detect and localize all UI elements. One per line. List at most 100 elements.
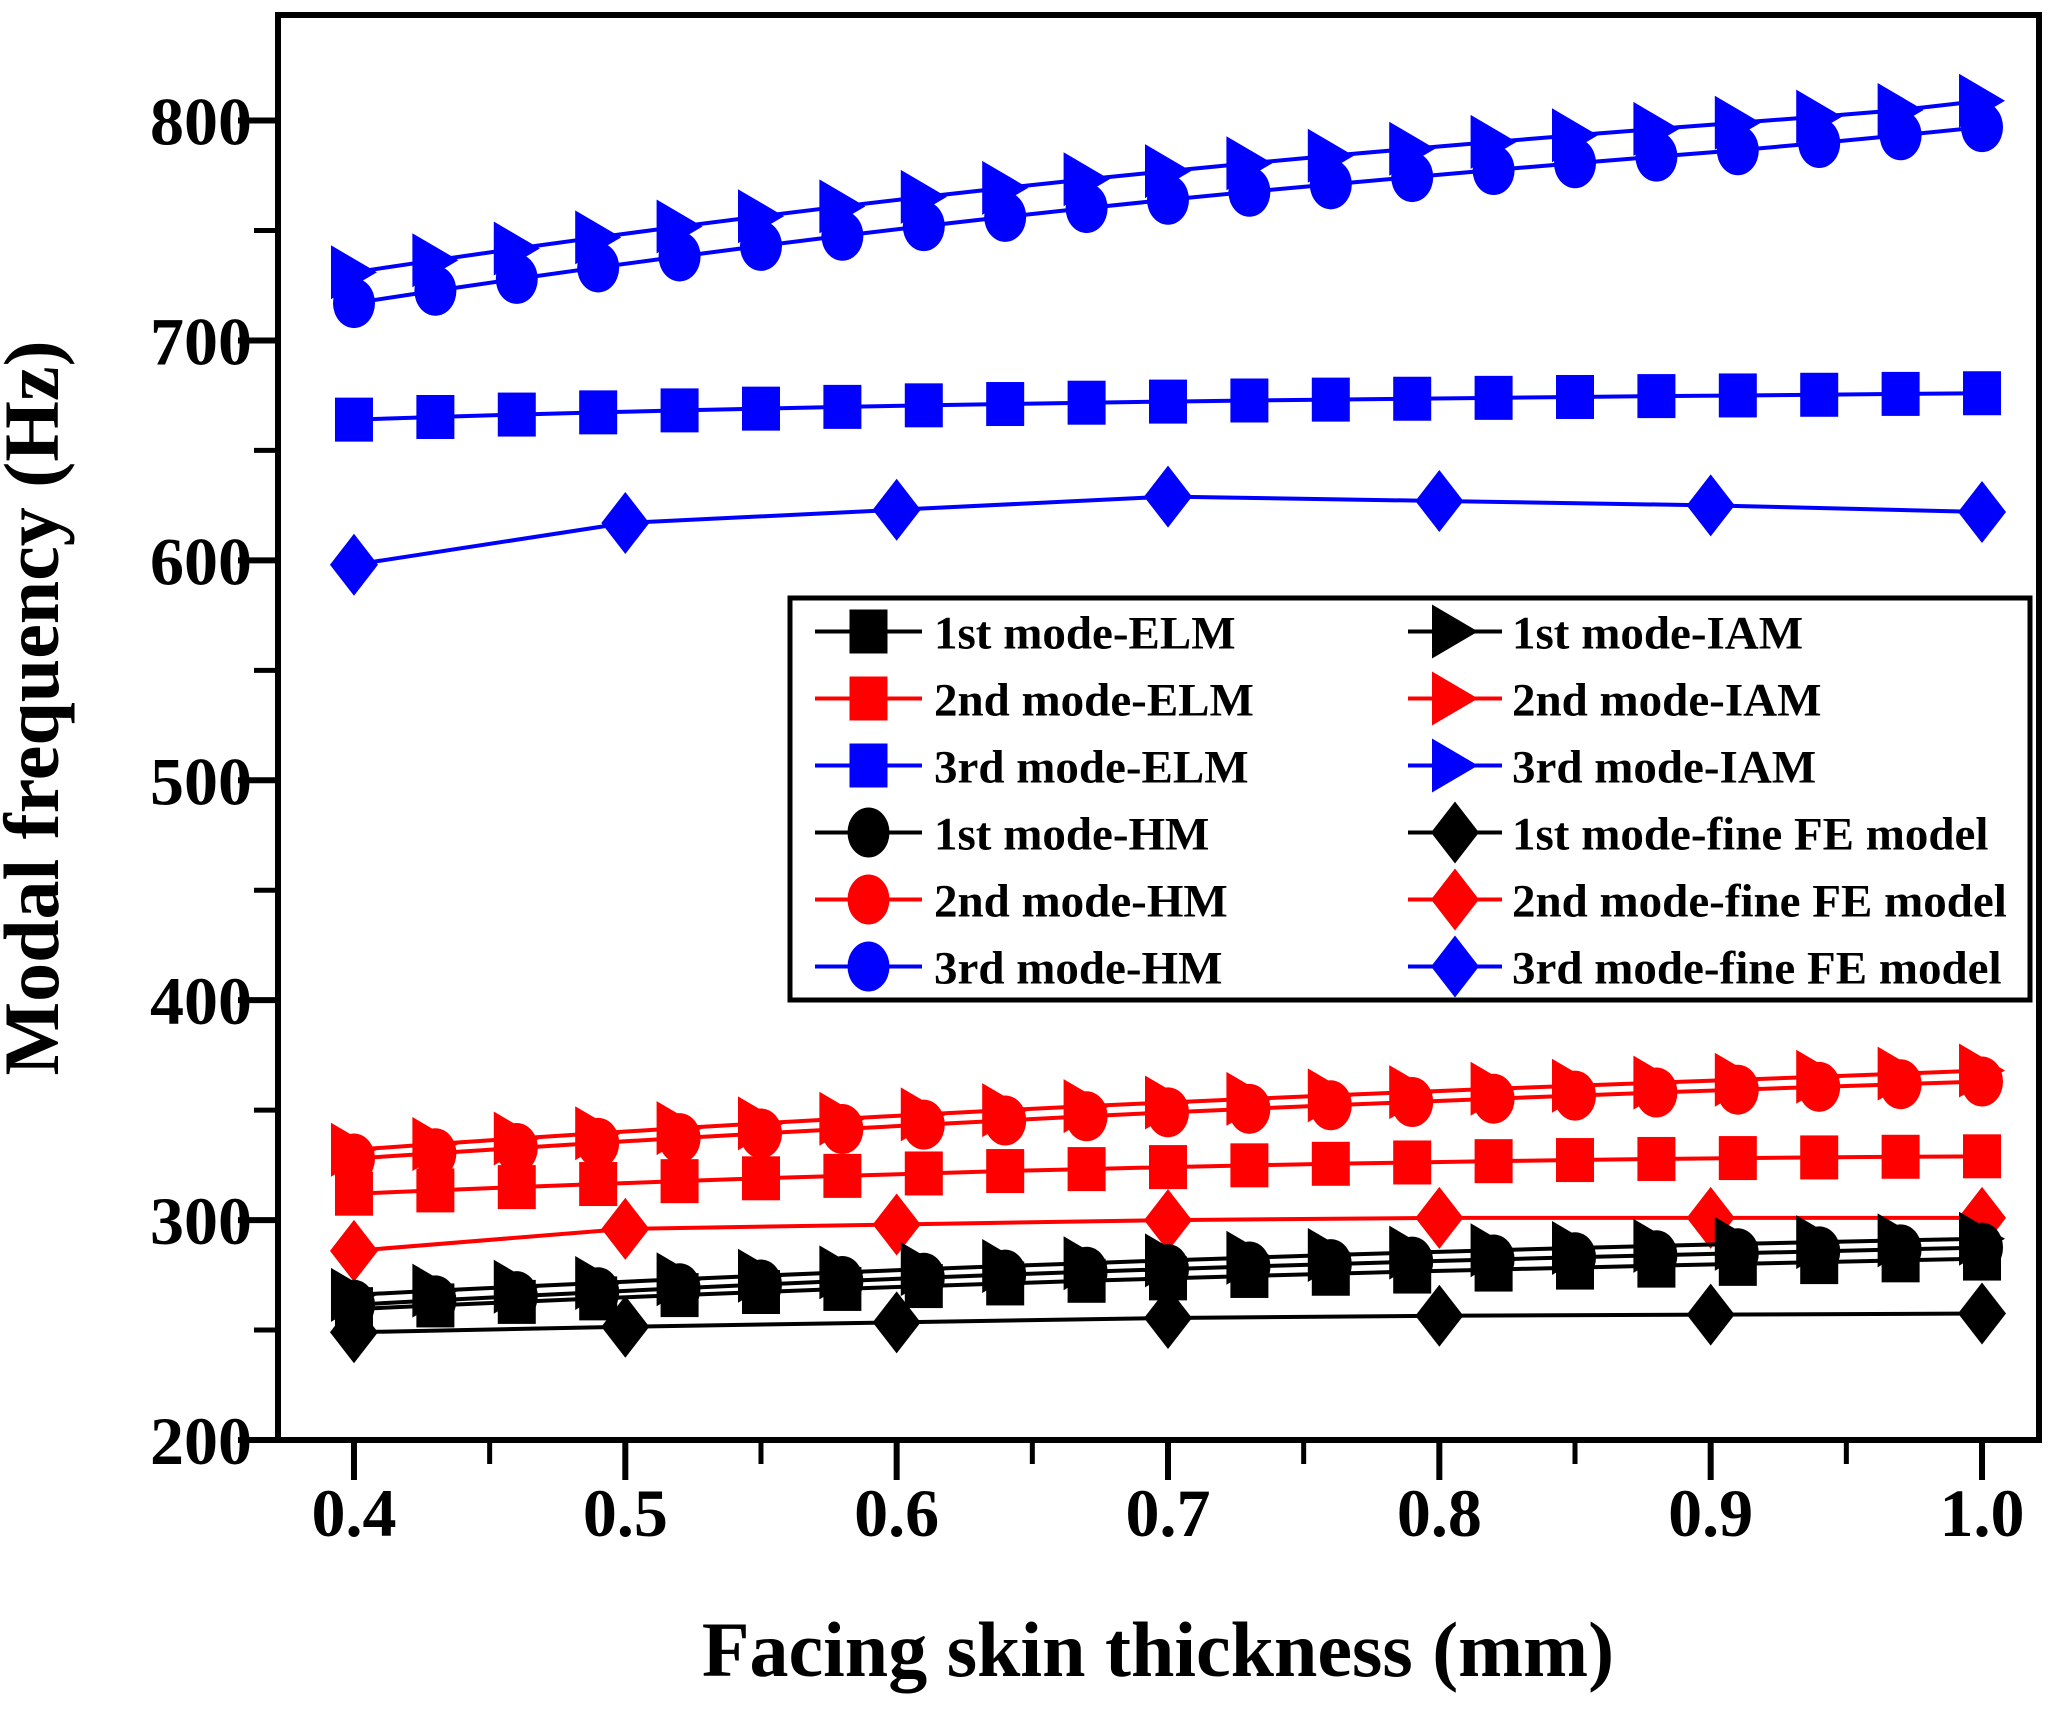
triangle-right-marker-iam1 (1470, 1223, 1517, 1278)
x-tick-label: 0.5 (583, 1475, 668, 1551)
triangle-right-marker-iam2 (656, 1101, 703, 1156)
square-marker-elm2 (579, 1162, 618, 1207)
triangle-right-marker-iam2 (1307, 1068, 1354, 1123)
y-tick-label: 500 (150, 743, 252, 819)
square-marker-elm3 (416, 394, 455, 439)
diamond-marker-fe2 (1415, 1186, 1464, 1249)
triangle-right-marker-iam1 (1877, 1213, 1924, 1268)
triangle-right-marker-iam3 (330, 245, 377, 300)
triangle-right-marker-iam2 (1796, 1049, 1843, 1104)
triangle-right-marker-iam1 (900, 1242, 947, 1297)
legend-item: 2nd mode-IAM (1408, 671, 1821, 727)
square-marker-elm3 (1474, 375, 1513, 420)
square-marker-legend (849, 676, 888, 721)
triangle-right-marker-iam1 (1144, 1233, 1191, 1288)
triangle-right-marker-iam2 (1959, 1043, 2006, 1098)
diamond-marker-fe3 (1415, 469, 1464, 532)
square-marker-legend (849, 743, 888, 788)
y-tick-label: 300 (150, 1183, 252, 1259)
triangle-right-marker-iam3 (1633, 101, 1680, 156)
diamond-marker-legend (1431, 935, 1479, 998)
triangle-right-marker-iam1 (1307, 1228, 1354, 1283)
x-tick-label: 0.6 (854, 1475, 939, 1551)
square-marker-elm3 (986, 382, 1025, 427)
square-marker-elm2 (1148, 1145, 1187, 1190)
square-marker-elm2 (741, 1156, 780, 1201)
y-tick-label: 800 (150, 84, 252, 160)
square-marker-elm2 (660, 1159, 699, 1204)
triangle-right-marker-iam3 (1063, 152, 1110, 207)
series-fe1 (329, 1282, 2007, 1364)
diamond-marker-fe1 (1143, 1286, 1192, 1349)
legend-label: 2nd mode-fine FE model (1512, 876, 2007, 928)
y-tick-label: 700 (150, 303, 252, 379)
square-marker-elm3 (823, 384, 862, 429)
diamond-marker-fe1 (1958, 1282, 2007, 1345)
triangle-right-marker-iam2 (1470, 1061, 1517, 1116)
x-tick-label: 0.9 (1668, 1475, 1753, 1551)
triangle-right-marker-iam3 (1226, 136, 1273, 191)
square-marker-elm3 (497, 392, 536, 437)
diamond-marker-fe2 (1143, 1189, 1192, 1252)
diamond-marker-fe3 (329, 533, 378, 596)
square-marker-elm2 (1474, 1139, 1513, 1184)
triangle-right-marker-iam1 (819, 1245, 866, 1300)
legend-label: 3rd mode-HM (934, 943, 1222, 995)
triangle-right-marker-legend (1432, 738, 1478, 793)
diamond-marker-legend (1431, 868, 1479, 931)
triangle-right-marker-iam1 (1714, 1216, 1761, 1271)
triangle-right-marker-iam2 (1714, 1052, 1761, 1107)
diamond-marker-fe3 (1958, 480, 2007, 543)
triangle-right-marker-iam3 (656, 199, 703, 254)
triangle-right-marker-iam3 (412, 233, 459, 288)
triangle-right-marker-legend (1432, 671, 1478, 726)
triangle-right-marker-legend (1432, 604, 1478, 659)
legend-label: 2nd mode-HM (934, 876, 1228, 928)
triangle-right-marker-iam1 (737, 1248, 784, 1303)
square-marker-elm2 (1067, 1147, 1106, 1192)
legend-item: 3rd mode-HM (815, 941, 1222, 995)
series-elm3 (334, 371, 2002, 442)
triangle-right-marker-iam1 (1389, 1225, 1436, 1280)
triangle-right-marker-iam2 (1063, 1079, 1110, 1134)
circle-marker-legend (847, 941, 890, 992)
triangle-right-marker-iam3 (1796, 89, 1843, 144)
triangle-right-marker-iam3 (493, 221, 540, 276)
triangle-right-marker-iam3 (1470, 114, 1517, 169)
triangle-right-marker-iam2 (1389, 1065, 1436, 1120)
triangle-right-marker-iam2 (1877, 1046, 1924, 1101)
square-marker-elm3 (1067, 380, 1106, 425)
diamond-marker-fe3 (1143, 465, 1192, 528)
legend-item: 1st mode-IAM (1408, 604, 1803, 660)
triangle-right-marker-iam3 (1714, 95, 1761, 150)
x-axis-title: Facing skin thickness (mm) (702, 1606, 1614, 1693)
y-tick-label: 400 (150, 963, 252, 1039)
square-marker-elm3 (660, 388, 699, 433)
square-marker-legend (849, 609, 888, 654)
legend-item: 1st mode-HM (815, 807, 1209, 861)
triangle-right-marker-iam1 (1796, 1215, 1843, 1270)
triangle-right-marker-iam3 (819, 179, 866, 234)
square-marker-elm3 (334, 397, 373, 442)
triangle-right-marker-iam3 (982, 160, 1029, 215)
square-marker-elm3 (1800, 372, 1839, 417)
legend-item: 3rd mode-IAM (1408, 738, 1816, 794)
legend-item: 2nd mode-fine FE model (1408, 868, 2007, 931)
square-marker-elm3 (1963, 371, 2002, 416)
series-iam1 (330, 1211, 2006, 1322)
triangle-right-marker-iam3 (1552, 108, 1599, 163)
diamond-marker-fe3 (601, 491, 650, 554)
series-layer (329, 73, 2007, 1364)
square-marker-elm2 (1556, 1138, 1595, 1183)
square-marker-elm2 (1963, 1134, 2002, 1179)
x-tick-label: 0.4 (311, 1475, 396, 1551)
diamond-marker-fe3 (872, 478, 921, 541)
triangle-right-marker-iam2 (493, 1111, 540, 1166)
triangle-right-marker-iam1 (575, 1255, 622, 1310)
square-marker-elm3 (579, 390, 618, 435)
triangle-right-marker-iam3 (900, 169, 947, 224)
square-marker-elm3 (741, 386, 780, 431)
diamond-marker-fe2 (872, 1193, 921, 1256)
